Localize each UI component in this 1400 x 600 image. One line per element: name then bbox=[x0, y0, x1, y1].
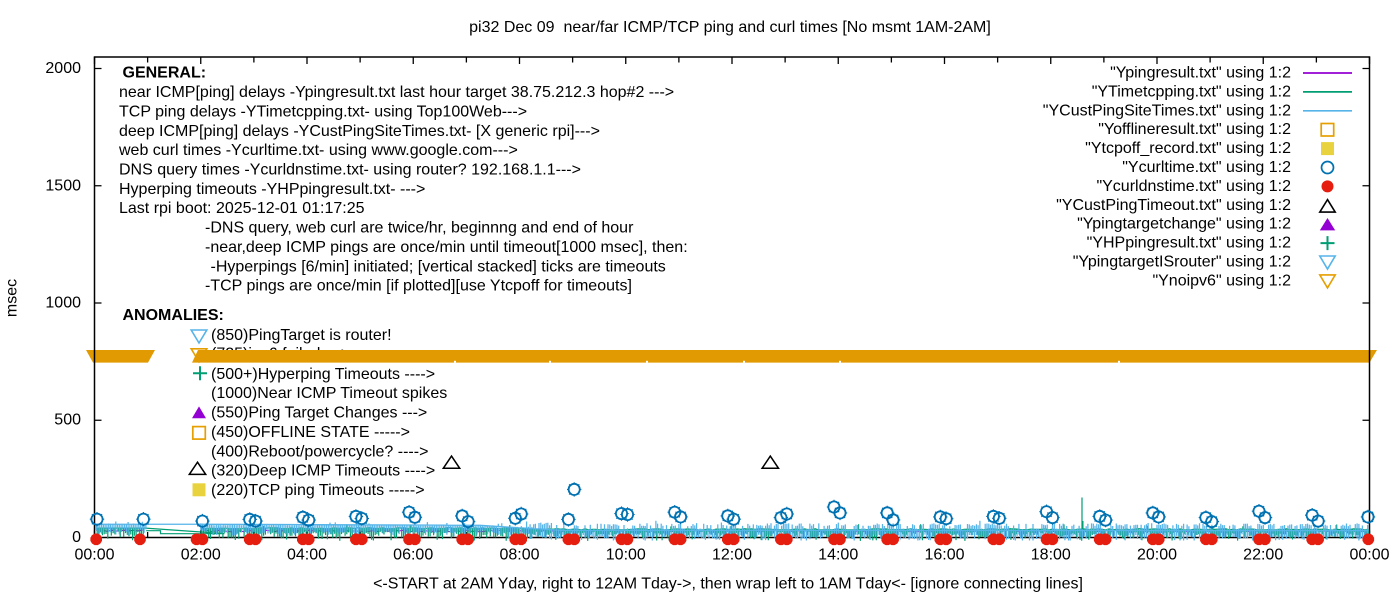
svg-text:"YHPpingresult.txt" using 1:2: "YHPpingresult.txt" using 1:2 bbox=[1087, 235, 1291, 252]
svg-text:00:00: 00:00 bbox=[74, 547, 114, 564]
svg-text:"Ynoipv6" using 1:2: "Ynoipv6" using 1:2 bbox=[1152, 272, 1291, 289]
svg-text:GENERAL:: GENERAL: bbox=[123, 65, 207, 82]
svg-text:(220)TCP ping Timeouts ----->: (220)TCP ping Timeouts -----> bbox=[211, 482, 425, 499]
svg-text:TCP ping delays -YTimetcpping.: TCP ping delays -YTimetcpping.txt- using… bbox=[119, 103, 527, 120]
svg-text:pi32 Dec 09 near/far ICMP/TCP: pi32 Dec 09 near/far ICMP/TCP ping and c… bbox=[469, 19, 991, 36]
svg-text:"YTimetcpping.txt" using 1:2: "YTimetcpping.txt" using 1:2 bbox=[1092, 83, 1291, 100]
svg-text:00:00: 00:00 bbox=[1349, 547, 1389, 564]
svg-text:0: 0 bbox=[72, 529, 81, 546]
svg-text:(400)Reboot/powercycle? ---->: (400)Reboot/powercycle? ----> bbox=[211, 443, 428, 460]
svg-text:-Hyperpings [6/min] initiated;: -Hyperpings [6/min] initiated; [vertical… bbox=[211, 258, 666, 275]
svg-text:"Ypingresult.txt" using 1:2: "Ypingresult.txt" using 1:2 bbox=[1110, 65, 1291, 82]
svg-text:"YCustPingSiteTimes.txt" using: "YCustPingSiteTimes.txt" using 1:2 bbox=[1043, 102, 1291, 119]
svg-text:08:00: 08:00 bbox=[499, 547, 539, 564]
svg-text:"Ycurltime.txt" using 1:2: "Ycurltime.txt" using 1:2 bbox=[1122, 159, 1291, 176]
svg-text:msec: msec bbox=[4, 279, 21, 317]
svg-text:-TCP pings are once/min [if pl: -TCP pings are once/min [if plotted][use… bbox=[205, 278, 632, 295]
svg-text:"YCustPingTimeout.txt" using 1: "YCustPingTimeout.txt" using 1:2 bbox=[1056, 197, 1291, 214]
svg-text:(500+)Hyperping Timeouts ---->: (500+)Hyperping Timeouts ----> bbox=[211, 366, 435, 383]
svg-text:"Ytcpoff_record.txt" using 1:2: "Ytcpoff_record.txt" using 1:2 bbox=[1085, 140, 1291, 157]
svg-text:500: 500 bbox=[54, 412, 81, 429]
svg-text:"Ypingtargetchange" using 1:2: "Ypingtargetchange" using 1:2 bbox=[1077, 216, 1291, 233]
svg-text:-DNS query, web curl are twice: -DNS query, web curl are twice/hr, begin… bbox=[205, 220, 634, 237]
svg-text:web curl times -Ycurltime.txt-: web curl times -Ycurltime.txt- using www… bbox=[118, 142, 518, 159]
svg-text:1000: 1000 bbox=[45, 295, 81, 312]
svg-text:ANOMALIES:: ANOMALIES: bbox=[123, 307, 224, 324]
svg-text:16:00: 16:00 bbox=[924, 547, 964, 564]
svg-text:22:00: 22:00 bbox=[1243, 547, 1283, 564]
svg-text:20:00: 20:00 bbox=[1137, 547, 1177, 564]
svg-text:12:00: 12:00 bbox=[712, 547, 752, 564]
svg-text:near ICMP[ping] delays -Ypingr: near ICMP[ping] delays -Ypingresult.txt … bbox=[119, 84, 674, 101]
svg-text:(550)Ping Target Changes --->: (550)Ping Target Changes ---> bbox=[211, 405, 427, 422]
svg-text:18:00: 18:00 bbox=[1031, 547, 1071, 564]
svg-text:"YpingtargetISrouter" using 1:: "YpingtargetISrouter" using 1:2 bbox=[1073, 254, 1291, 271]
svg-text:2000: 2000 bbox=[45, 60, 81, 77]
svg-text:(320)Deep ICMP Timeouts ---->: (320)Deep ICMP Timeouts ----> bbox=[211, 463, 435, 480]
svg-text:"Ycurldnstime.txt" using 1:2: "Ycurldnstime.txt" using 1:2 bbox=[1096, 178, 1291, 195]
svg-text:<-START at 2AM Yday, right to: <-START at 2AM Yday, right to 12AM Tday-… bbox=[373, 576, 1083, 593]
svg-text:06:00: 06:00 bbox=[393, 547, 433, 564]
svg-text:04:00: 04:00 bbox=[287, 547, 327, 564]
svg-text:14:00: 14:00 bbox=[818, 547, 858, 564]
svg-text:"Yofflineresult.txt" using 1:2: "Yofflineresult.txt" using 1:2 bbox=[1098, 121, 1291, 138]
svg-text:1500: 1500 bbox=[45, 177, 81, 194]
svg-text:Last rpi boot: 2025-12-01 01:1: Last rpi boot: 2025-12-01 01:17:25 bbox=[119, 200, 365, 217]
svg-text:DNS query times -Ycurldnstime.: DNS query times -Ycurldnstime.txt- using… bbox=[119, 162, 581, 179]
svg-text:(850)PingTarget is router!: (850)PingTarget is router! bbox=[211, 327, 392, 344]
svg-text:Hyperping timeouts -YHPpingres: Hyperping timeouts -YHPpingresult.txt- -… bbox=[119, 181, 425, 198]
svg-text:(1000)Near ICMP Timeout spikes: (1000)Near ICMP Timeout spikes bbox=[211, 385, 447, 402]
svg-text:-near,deep ICMP pings are once: -near,deep ICMP pings are once/min until… bbox=[205, 239, 688, 256]
svg-text:10:00: 10:00 bbox=[606, 547, 646, 564]
svg-text:(450)OFFLINE STATE ----->: (450)OFFLINE STATE -----> bbox=[211, 424, 410, 441]
svg-text:02:00: 02:00 bbox=[181, 547, 221, 564]
svg-text:deep ICMP[ping] delays -YCustP: deep ICMP[ping] delays -YCustPingSiteTim… bbox=[119, 123, 600, 140]
